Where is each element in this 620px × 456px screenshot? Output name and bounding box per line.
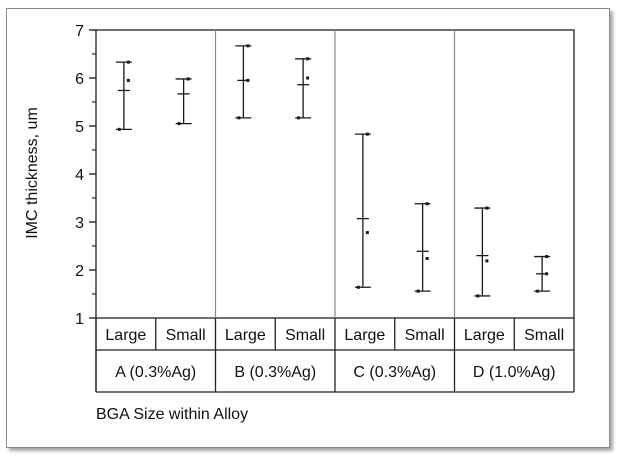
median-marker xyxy=(365,231,369,235)
size-label: Small xyxy=(285,327,325,344)
upper-marker xyxy=(126,60,130,64)
y-tick-label: 1 xyxy=(75,311,84,328)
upper-marker xyxy=(246,44,250,48)
size-label: Large xyxy=(344,327,385,344)
median-marker xyxy=(126,78,130,82)
size-label: Large xyxy=(464,327,505,344)
lower-marker xyxy=(177,122,181,126)
size-label: Small xyxy=(166,327,206,344)
upper-marker xyxy=(545,255,549,259)
y-tick-label: 3 xyxy=(75,215,84,232)
upper-marker xyxy=(485,206,489,210)
median-marker xyxy=(545,272,549,276)
y-tick-label: 4 xyxy=(75,167,84,184)
y-axis-title: IMC thickness, um xyxy=(24,107,41,239)
y-tick-label: 5 xyxy=(75,119,84,136)
median-marker xyxy=(485,259,489,263)
y-tick-label: 6 xyxy=(75,71,84,88)
plot-area xyxy=(95,29,575,319)
median-marker xyxy=(306,76,310,80)
median-marker xyxy=(425,256,429,260)
lower-marker xyxy=(536,289,540,293)
chart-frame xyxy=(6,8,610,448)
alloy-label: D (1.0%Ag) xyxy=(473,364,556,381)
lower-marker xyxy=(117,127,121,131)
lower-marker xyxy=(356,285,360,289)
upper-marker xyxy=(186,77,190,81)
upper-marker xyxy=(425,202,429,206)
lower-marker xyxy=(297,116,301,120)
median-marker xyxy=(246,78,250,82)
lower-marker xyxy=(416,289,420,293)
x-axis-table: Large Small A (0.3%Ag) Large Small B (0.3%Ag)… xyxy=(95,318,575,393)
size-label: Small xyxy=(524,327,564,344)
y-axis: 1 2 3 4 5 6 7 xyxy=(75,23,96,328)
y-tick-label: 7 xyxy=(75,23,84,40)
lower-marker xyxy=(476,294,480,298)
size-label: Large xyxy=(225,327,266,344)
alloy-label: A (0.3%Ag) xyxy=(115,364,196,381)
alloy-label: B (0.3%Ag) xyxy=(234,364,316,381)
y-tick-label: 2 xyxy=(75,263,84,280)
upper-marker xyxy=(306,57,310,61)
alloy-label: C (0.3%Ag) xyxy=(353,364,436,381)
x-axis-title: BGA Size within Alloy xyxy=(96,406,248,423)
lower-marker xyxy=(237,116,241,120)
size-label: Small xyxy=(405,327,445,344)
upper-marker xyxy=(365,132,369,136)
size-label: Large xyxy=(105,327,146,344)
